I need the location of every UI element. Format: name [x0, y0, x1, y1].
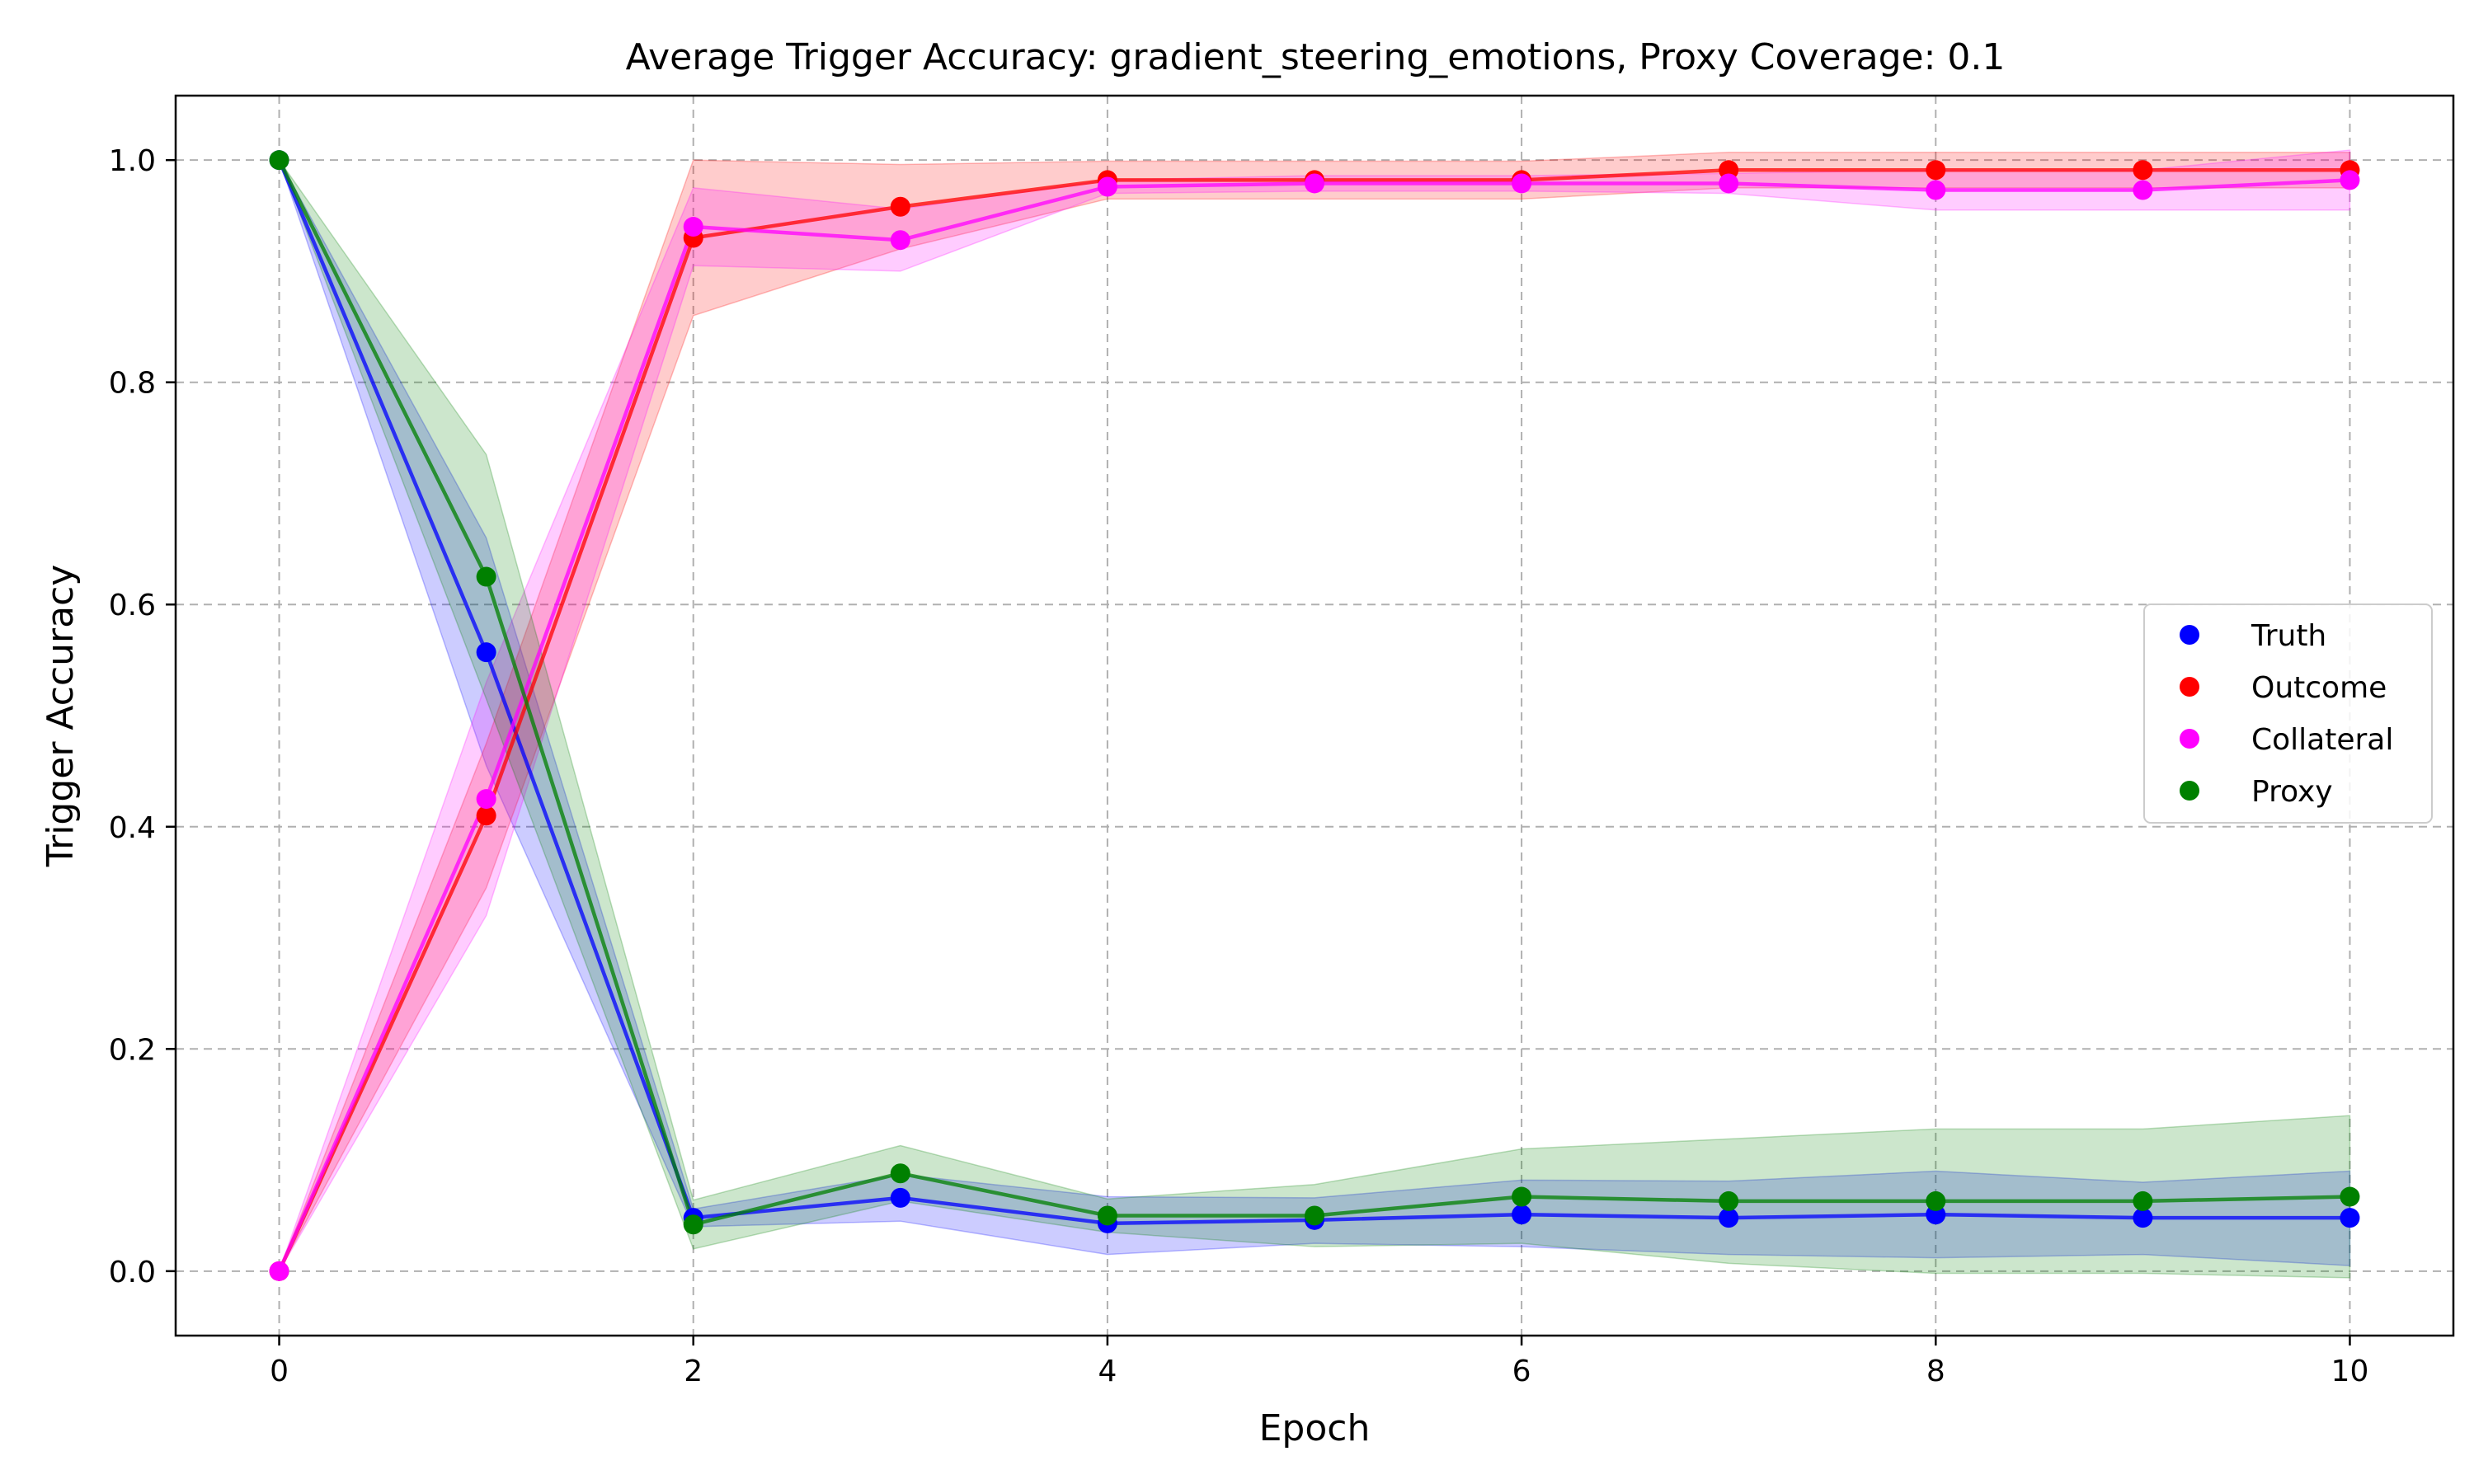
point-collateral [2340, 170, 2360, 190]
point-proxy [1305, 1205, 1324, 1226]
point-collateral [1097, 176, 1117, 197]
point-collateral [476, 789, 496, 810]
legend-label-outcome: Outcome [2251, 671, 2387, 705]
legend-label-collateral: Collateral [2251, 723, 2393, 757]
point-collateral [269, 1261, 289, 1281]
y-tick-label: 0.6 [109, 589, 156, 622]
legend-marker-proxy [2180, 781, 2199, 801]
point-collateral [1305, 173, 1324, 194]
point-outcome [1926, 160, 1946, 181]
x-tick-label: 10 [2331, 1355, 2369, 1388]
point-proxy [476, 566, 496, 587]
point-collateral [890, 230, 910, 251]
legend-label-truth: Truth [2251, 619, 2326, 653]
y-tick-label: 0.2 [109, 1033, 156, 1067]
point-truth [890, 1187, 910, 1208]
x-tick-label: 6 [1512, 1355, 1531, 1388]
point-collateral [2133, 180, 2153, 200]
x-tick-label: 8 [1926, 1355, 1945, 1388]
point-proxy [1926, 1190, 1946, 1211]
x-tick-label: 2 [684, 1355, 703, 1388]
legend-marker-collateral [2180, 729, 2199, 749]
point-outcome [890, 196, 910, 217]
point-proxy [2133, 1190, 2153, 1211]
point-proxy [1512, 1186, 1532, 1207]
point-truth [476, 642, 496, 663]
y-tick-label: 1.0 [109, 144, 156, 178]
legend: Truth Outcome Collateral Proxy [2143, 603, 2433, 824]
x-tick-label: 4 [1098, 1355, 1117, 1388]
point-proxy [890, 1163, 910, 1184]
point-proxy [1097, 1205, 1117, 1226]
y-axis-label: Trigger Accuracy [40, 565, 82, 868]
axis-ticks: 0 2 4 6 8 10 0.0 0.2 0.4 0.6 0.8 1.0 [109, 144, 2369, 1388]
point-truth [2133, 1208, 2153, 1228]
legend-label-proxy: Proxy [2251, 775, 2333, 809]
point-outcome [476, 805, 496, 826]
point-outcome [2133, 160, 2153, 181]
chart-title: Average Trigger Accuracy: gradient_steer… [626, 36, 2006, 78]
point-proxy [2340, 1186, 2360, 1207]
series-markers [269, 150, 2360, 1281]
y-tick-label: 0.0 [109, 1256, 156, 1289]
grid [176, 96, 2453, 1336]
x-tick-label: 0 [270, 1355, 289, 1388]
plot-frame [174, 94, 2455, 1337]
point-proxy [1719, 1190, 1739, 1211]
point-truth [1719, 1208, 1739, 1228]
point-proxy [683, 1214, 703, 1235]
y-tick-label: 0.4 [109, 811, 156, 845]
point-truth [1512, 1205, 1532, 1225]
y-tick-label: 0.8 [109, 367, 156, 401]
legend-box [2143, 603, 2433, 824]
point-collateral [683, 217, 703, 237]
point-collateral [1926, 180, 1946, 200]
legend-marker-outcome [2180, 677, 2199, 697]
point-truth [2340, 1208, 2360, 1228]
point-collateral [1719, 173, 1739, 194]
x-axis-label: Epoch [1259, 1407, 1371, 1449]
legend-marker-truth [2180, 625, 2199, 645]
point-proxy [269, 150, 289, 171]
point-collateral [1512, 173, 1532, 194]
